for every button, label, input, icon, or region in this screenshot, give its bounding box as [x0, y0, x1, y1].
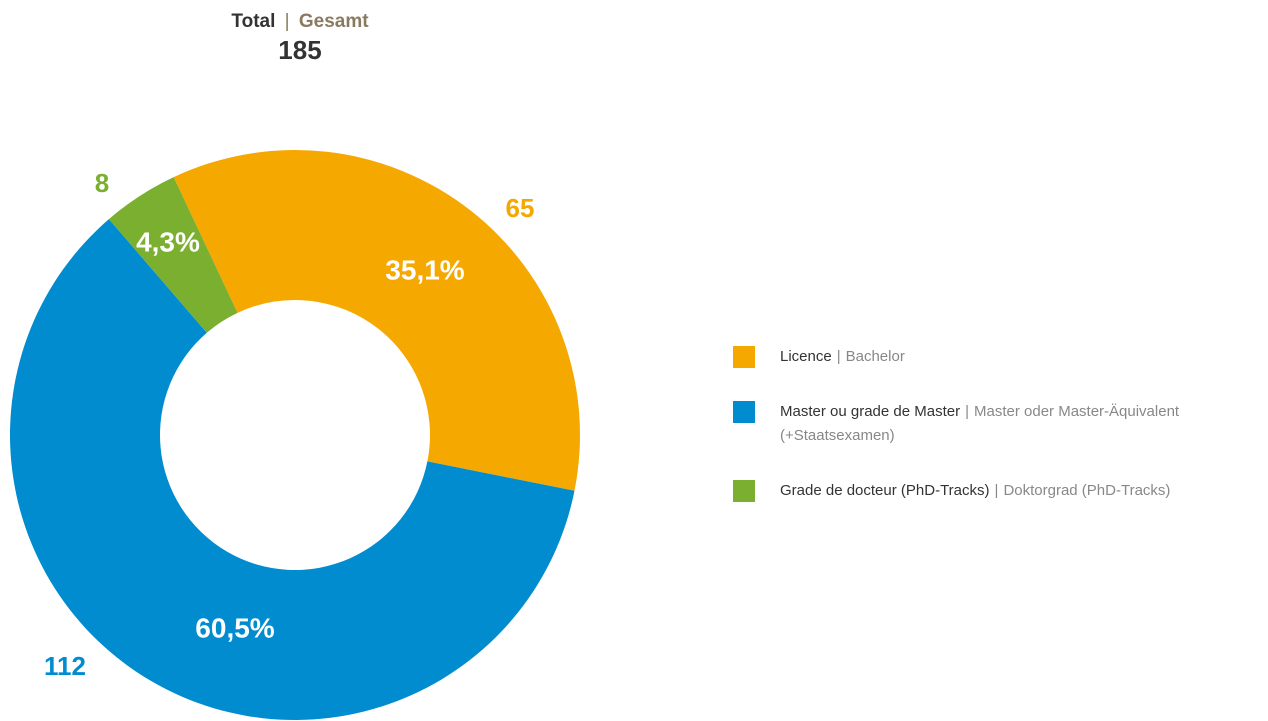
legend-swatch: [733, 480, 755, 502]
legend-de: Doktorgrad (PhD-Tracks): [1003, 482, 1170, 499]
legend-de: Bachelor: [846, 348, 905, 365]
legend-de: Master oder Master-Äquivalent: [974, 403, 1180, 420]
donut-segment: [108, 177, 238, 333]
donut-segment: [173, 150, 581, 491]
value-label: 65: [506, 193, 535, 223]
legend-fr: Grade de docteur (PhD-Tracks): [780, 482, 990, 499]
title-fr: Total: [231, 11, 275, 32]
legend-label: Grade de docteur (PhD-Tracks) | Doktorgrad…: [780, 482, 1170, 499]
donut-segment: [9, 219, 575, 720]
legend-separator: |: [995, 482, 999, 499]
total: 185: [278, 35, 321, 65]
legend-separator: |: [837, 348, 841, 365]
chart-title: Total | Gesamt: [231, 11, 369, 32]
legend-label: Master ou grade de Master | Master oder Ma…: [780, 403, 1180, 420]
share-label: 4,3%: [136, 226, 200, 257]
legend-swatch: [733, 346, 755, 368]
legend-label: Licence | Bachelor: [780, 348, 905, 365]
share-label: 60,5%: [195, 612, 274, 643]
value-label: 112: [44, 651, 86, 681]
legend-de-more: (+Staatsexamen): [780, 427, 895, 444]
legend-swatch: [733, 401, 755, 423]
title-de: Gesamt: [299, 11, 369, 32]
legend-separator: |: [965, 403, 969, 420]
legend-fr: Licence: [780, 348, 832, 365]
legend-fr: Master ou grade de Master: [780, 403, 960, 420]
value-label: 8: [95, 168, 109, 198]
title-separator: |: [285, 11, 290, 32]
share-label: 35,1%: [385, 254, 464, 285]
